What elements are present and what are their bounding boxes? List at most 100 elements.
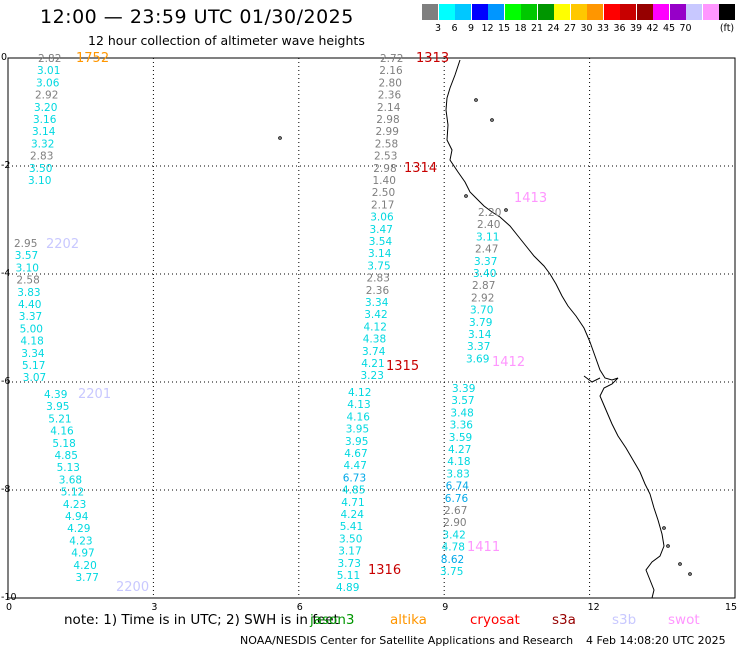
colorbar-label: 70 [679, 23, 692, 34]
colorbar-label: 39 [629, 23, 643, 34]
wave-height-value: 3.50 [29, 163, 52, 175]
wave-height-value: 3.48 [450, 407, 473, 419]
colorbar-swatch [537, 4, 554, 20]
wave-height-value: 3.23 [361, 370, 384, 382]
wave-height-value: 3.06 [36, 77, 60, 89]
wave-height-value: 6.76 [445, 493, 469, 505]
wave-height-value: 2.82 [38, 53, 61, 65]
x-tick-label: 6 [296, 602, 303, 613]
wave-height-value: 3.95 [345, 436, 368, 448]
island-marker [504, 208, 508, 212]
track-id-label: 1412 [492, 355, 525, 370]
wave-height-value: 3.42 [442, 529, 465, 541]
map-frame [7, 57, 736, 599]
wave-height-value: 3.77 [76, 572, 99, 584]
wave-height-value: 5.17 [22, 360, 45, 372]
wave-height-value: 2.20 [478, 207, 501, 219]
wave-height-value: 4.20 [73, 560, 96, 572]
wave-height-value: 3.73 [338, 558, 361, 570]
wave-height-value: 6.73 [343, 472, 366, 484]
track-id-label: 2201 [78, 387, 111, 402]
page-title: 12:00 — 23:59 UTC 01/30/2025 [40, 6, 354, 28]
wave-height-value: 2.53 [374, 151, 397, 163]
wave-height-value: 3.32 [31, 138, 54, 150]
wave-height-value: 2.80 [379, 77, 402, 89]
wave-height-value: 4.89 [336, 582, 359, 594]
y-tick-label: -4 [1, 268, 11, 279]
wave-height-value: 4.39 [44, 389, 67, 401]
wave-height-value: 2.67 [444, 505, 467, 517]
wave-height-value: 2.36 [366, 285, 390, 297]
colorbar-swatch [669, 4, 686, 20]
wave-height-value: 3.36 [450, 420, 474, 432]
island-marker [678, 562, 682, 566]
wave-height-value: 4.27 [448, 444, 471, 456]
y-tick-label: -10 [1, 592, 17, 603]
colorbar-label: 30 [580, 23, 593, 34]
legend-swot: swot [668, 612, 700, 628]
wave-height-value: 4.18 [20, 336, 43, 348]
wave-height-value: 2.98 [376, 114, 399, 126]
wave-height-value: 4.78 [442, 542, 465, 554]
wave-height-value: 3.34 [21, 348, 45, 360]
wave-height-value: 3.01 [37, 65, 60, 77]
wave-height-value: 4.16 [50, 426, 74, 438]
island-marker [474, 98, 478, 102]
wave-height-value: 4.71 [341, 497, 364, 509]
wave-height-value: 3.20 [34, 102, 57, 114]
wave-height-value: 3.42 [364, 309, 387, 321]
track-id-label: 1315 [386, 359, 419, 374]
colorbar-swatch [455, 4, 471, 20]
wave-height-value: 3.37 [474, 256, 497, 268]
island-marker [688, 572, 692, 576]
x-tick-label: 12 [587, 602, 600, 613]
colorbar-label: 9 [467, 23, 475, 34]
track-id-label: 1411 [467, 540, 500, 555]
wave-height-value: 4.18 [447, 456, 470, 468]
track-id-label: 1316 [368, 563, 401, 578]
wave-height-value: 6.74 [446, 481, 470, 493]
wave-height-value: 3.10 [16, 262, 39, 274]
colorbar-swatch [422, 4, 438, 20]
colorbar-label: 27 [563, 23, 577, 34]
wave-height-value: 2.99 [376, 126, 399, 138]
colorbar-swatch [620, 4, 636, 20]
wave-height-value: 4.97 [71, 548, 94, 560]
wave-height-value: 2.16 [379, 65, 403, 77]
island-markers [278, 98, 692, 576]
altimeter-tracks: 2.823.013.062.923.203.163.143.322.833.50… [14, 51, 547, 595]
colorbar-swatch [587, 4, 603, 20]
wave-height-value: 3.16 [33, 114, 57, 126]
track-id-label: 1313 [416, 51, 449, 66]
colorbar-label: 45 [662, 23, 676, 34]
wave-height-value: 5.12 [61, 487, 84, 499]
wave-height-value: 3.79 [469, 317, 492, 329]
colorbar-swatch [521, 4, 537, 20]
x-tick-label: 3 [151, 602, 158, 613]
island-marker [278, 136, 282, 140]
wave-height-value: 5.11 [337, 570, 360, 582]
wave-height-value: 5.41 [340, 521, 363, 533]
colorbar-label: 24 [547, 23, 560, 34]
wave-height-value: 4.12 [364, 321, 387, 333]
legend-s3a: s3a [552, 612, 576, 628]
track-id-label: 1413 [514, 191, 547, 206]
wave-height-value: 3.40 [473, 268, 496, 280]
wave-height-value: 3.75 [367, 260, 390, 272]
wave-height-value: 4.23 [63, 499, 86, 511]
wave-height-value: 2.98 [373, 163, 396, 175]
island-marker [662, 526, 666, 530]
wave-height-value: 3.06 [370, 212, 394, 224]
colorbar-label: 33 [596, 23, 610, 34]
wave-height-value: 5.13 [57, 462, 80, 474]
legend-jason3: jason3 [310, 612, 355, 628]
wave-height-value: 3.50 [339, 533, 362, 545]
track-id-label: 2202 [46, 237, 79, 252]
y-tick-label: -6 [1, 376, 11, 387]
colorbar-swatch [603, 4, 620, 20]
legend-s3b: s3b [612, 612, 637, 628]
y-tick-label: -2 [1, 160, 11, 171]
colorbar-swatch [438, 4, 455, 20]
wave-height-value: 3.34 [365, 297, 389, 309]
